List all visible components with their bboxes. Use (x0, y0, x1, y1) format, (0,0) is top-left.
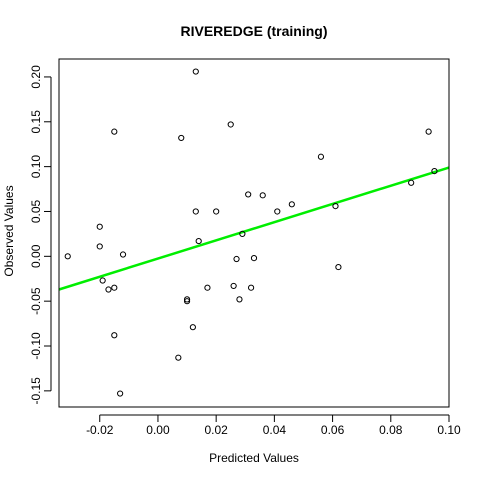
y-tick-label: 0.15 (29, 110, 43, 134)
data-point (192, 208, 199, 215)
data-point (332, 202, 339, 210)
y-tick-label: 0.10 (29, 155, 43, 179)
data-point (119, 251, 127, 258)
data-point (64, 253, 71, 260)
data-point (431, 168, 438, 175)
x-tick-label: 0.02 (204, 423, 228, 437)
data-point (192, 68, 199, 75)
data-point (105, 286, 112, 293)
data-point (96, 223, 103, 230)
data-point (111, 128, 118, 135)
x-tick-label: 0.00 (146, 423, 170, 437)
data-point (250, 255, 258, 262)
data-point (227, 121, 234, 128)
data-point (96, 243, 103, 250)
data-point (245, 191, 252, 198)
data-point (183, 296, 191, 303)
x-tick-label: 0.08 (379, 423, 403, 437)
data-point (189, 324, 196, 331)
data-point (111, 284, 118, 291)
y-axis-label: Observed Values (2, 185, 16, 276)
data-point (230, 282, 237, 290)
data-point (408, 179, 415, 186)
regression-line (58, 166, 450, 291)
data-point (117, 390, 124, 397)
data-point (288, 201, 295, 208)
data-point (178, 134, 185, 142)
data-point (335, 263, 342, 271)
data-point (274, 208, 281, 215)
data-point (195, 237, 202, 245)
x-tick-label: 0.10 (437, 423, 461, 437)
y-tick-label: 0.00 (29, 244, 43, 268)
y-tick-label: 0.20 (29, 65, 43, 89)
data-point (183, 298, 191, 305)
data-point (239, 230, 246, 237)
x-tick-label: 0.04 (263, 423, 287, 437)
data-point (111, 332, 118, 339)
data-point (175, 354, 182, 361)
data-point (233, 255, 240, 263)
y-tick-label: -0.15 (29, 377, 43, 405)
chart-title: RIVEREDGE (training) (180, 23, 327, 39)
y-tick-label: -0.10 (29, 332, 43, 360)
x-tick-label: 0.06 (321, 423, 345, 437)
data-point (236, 296, 243, 303)
x-tick-label: -0.02 (86, 423, 114, 437)
data-point (213, 208, 220, 215)
data-point (317, 153, 325, 160)
x-axis-label: Predicted Values (209, 451, 299, 465)
y-tick-label: -0.05 (29, 287, 43, 315)
data-point (259, 192, 266, 199)
plot-frame (58, 58, 450, 408)
y-tick-label: 0.05 (29, 199, 43, 223)
data-point (247, 284, 255, 291)
data-point (99, 277, 106, 284)
data-point (425, 128, 432, 135)
data-point (204, 284, 211, 291)
